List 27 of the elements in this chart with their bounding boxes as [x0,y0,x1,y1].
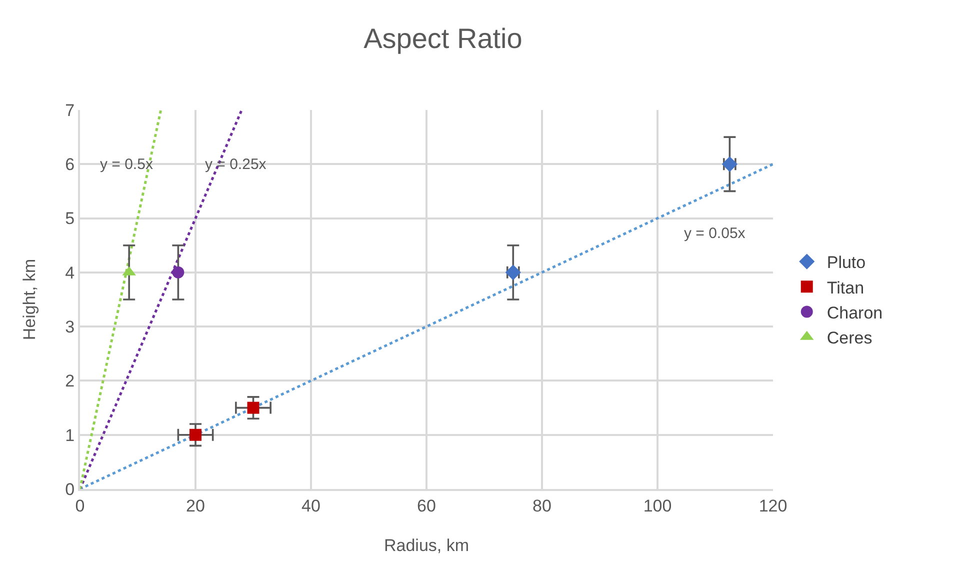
series-label: y = 0.25x [205,156,267,173]
y-axis-title: Height, km [20,258,39,340]
point [172,266,184,278]
chart-title: Aspect Ratio [364,23,522,54]
y-tick-label: 1 [65,426,75,445]
y-tick-label: 0 [65,480,75,499]
legend-label: Titan [826,278,864,298]
x-tick-label: 120 [758,496,788,516]
legend-label: Pluto [826,253,866,272]
legend-label: Charon [826,303,883,322]
x-tick-label: 40 [302,496,320,516]
y-tick-label: 6 [65,155,75,174]
y-tick-label: 2 [65,372,75,391]
y-tick-label: 3 [65,318,75,337]
x-tick-label: 100 [643,496,672,516]
x-tick-label: 80 [532,496,552,516]
x-tick-label: 20 [186,496,205,516]
x-axis-title: Radius, km [384,536,470,555]
x-tick-label: 60 [417,496,436,516]
y-tick-label: 4 [65,263,75,282]
point [190,428,202,441]
y-tick-label: 7 [65,100,75,120]
y-tick-label: 5 [65,209,75,228]
legend-label: Ceres [826,328,872,348]
series-label: y = 0.5x [100,156,154,173]
series-label: y = 0.05x [684,225,746,242]
point [247,402,260,414]
